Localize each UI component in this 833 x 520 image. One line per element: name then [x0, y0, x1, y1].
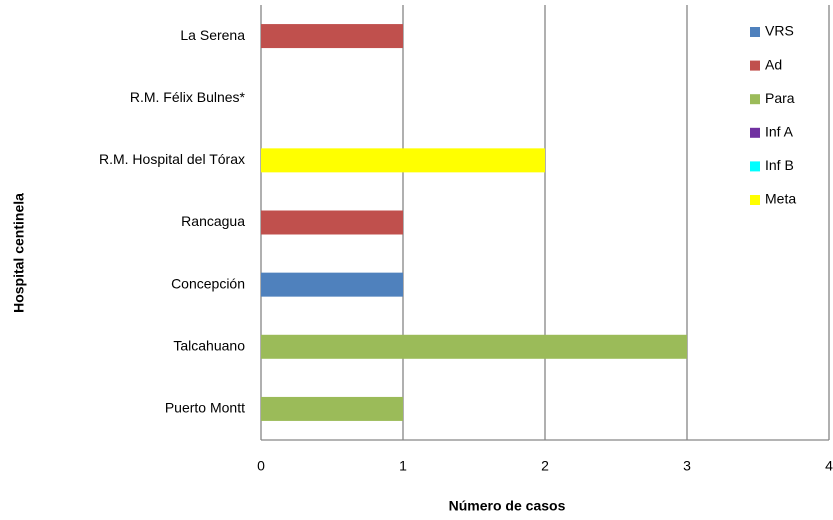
x-tick-label: 3	[683, 458, 691, 474]
x-tick-label: 1	[399, 458, 407, 474]
x-tick-label: 0	[257, 458, 265, 474]
bar	[261, 272, 403, 297]
legend-swatch	[750, 161, 760, 172]
bar	[261, 148, 545, 173]
legend-swatch	[750, 27, 760, 37]
bar	[261, 396, 403, 421]
legend-swatch	[750, 60, 760, 71]
x-tick-label: 2	[541, 458, 549, 474]
y-tick-label: Talcahuano	[173, 337, 245, 353]
bar	[261, 24, 403, 49]
y-tick-label: Concepción	[171, 275, 245, 291]
x-axis-title: Número de casos	[449, 498, 566, 514]
bar	[261, 210, 403, 235]
y-tick-label: Rancagua	[181, 213, 245, 229]
legend-label: Para	[765, 90, 795, 106]
legend-swatch	[750, 195, 760, 205]
legend-label: Inf A	[765, 124, 794, 140]
y-tick-label: R.M. Hospital del Tórax	[99, 151, 245, 167]
legend-label: Ad	[765, 56, 782, 72]
x-tick-label: 4	[825, 458, 833, 474]
y-tick-label: La Serena	[180, 27, 245, 43]
legend-swatch	[750, 127, 760, 138]
bar	[261, 334, 687, 359]
legend-label: Inf B	[765, 157, 794, 173]
legend-label: VRS	[765, 23, 794, 39]
legend-label: Meta	[765, 191, 796, 207]
y-axis-title: Hospital centinela	[11, 193, 27, 313]
legend-swatch	[750, 94, 760, 105]
y-tick-label: R.M. Félix Bulnes*	[130, 89, 246, 105]
y-tick-label: Puerto Montt	[165, 400, 245, 416]
